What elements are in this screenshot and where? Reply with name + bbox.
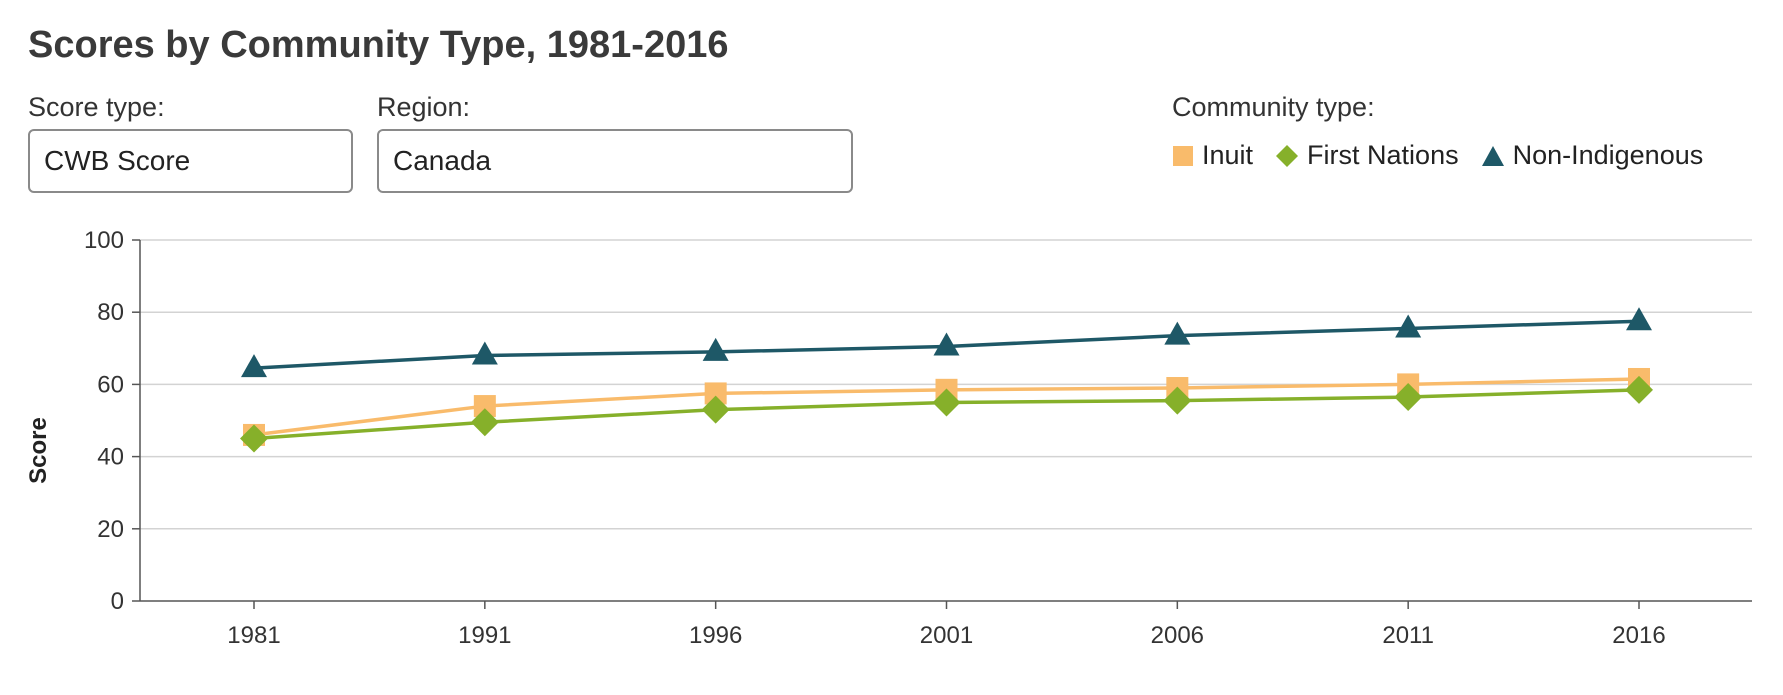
data-point-first-nations[interactable] [1394,383,1423,412]
y-tick-label: 60 [97,371,124,398]
region-label: Region: [377,92,471,122]
x-tick-label: 1996 [689,622,742,649]
score-type-select[interactable]: CWB Score [28,129,353,193]
score-type-label: Score type: [28,92,165,122]
data-point-non-indigenous[interactable] [1626,307,1652,331]
data-point-first-nations[interactable] [1163,386,1192,415]
data-point-non-indigenous[interactable] [1164,321,1191,345]
data-point-non-indigenous[interactable] [933,332,960,356]
axes: 0 20 40 60 80 100 1981 1991 1996 2001 2006 2011 2016 [84,227,1752,649]
legend-item-inuit[interactable]: Inuit [1172,140,1253,171]
square-marker-icon [1173,145,1193,166]
data-point-non-indigenous[interactable] [241,354,267,378]
data-point-inuit[interactable] [473,395,496,418]
data-point-first-nations[interactable] [1625,375,1653,404]
region-select[interactable]: Canada [377,129,853,193]
data-point-first-nations[interactable] [701,395,730,424]
y-tick-label: 40 [97,444,124,471]
data-point-non-indigenous[interactable] [702,337,729,361]
chart-title: Scores by Community Type, 1981-2016 [28,24,729,66]
data-point-first-nations[interactable] [470,408,499,437]
data-point-first-nations[interactable] [240,424,268,453]
legend-label-inuit: Inuit [1202,140,1254,170]
legend-item-non-indigenous[interactable]: Non-Indigenous [1481,140,1704,171]
legend: Inuit First Nations Non-Indigenous [1172,140,1725,171]
data-point-non-indigenous[interactable] [1395,314,1422,338]
y-tick-label: 20 [97,516,124,543]
x-tick-label: 1991 [458,622,511,649]
data-point-first-nations[interactable] [932,388,961,417]
data-point-inuit[interactable] [704,382,727,405]
y-tick-label: 80 [97,299,124,326]
data-markers [240,307,1653,453]
triangle-marker-icon [1481,145,1504,166]
x-tick-label: 1981 [227,622,280,649]
community-type-label: Community type: [1172,92,1375,122]
diamond-marker-icon [1276,144,1299,167]
y-tick-label: 100 [84,227,124,254]
data-point-non-indigenous[interactable] [471,341,498,365]
x-tick-label: 2011 [1382,622,1434,649]
legend-item-first-nations[interactable]: First Nations [1275,140,1459,171]
legend-label-non-indigenous: Non-Indigenous [1512,140,1704,170]
x-tick-label: 2016 [1612,622,1665,649]
y-axis-title: Score [25,417,52,484]
x-tick-label: 2001 [920,622,973,649]
y-tick-label: 0 [111,588,124,615]
grid-lines [140,239,1752,530]
x-tick-label: 2006 [1151,622,1204,649]
legend-label-first-nations: First Nations [1307,140,1459,170]
